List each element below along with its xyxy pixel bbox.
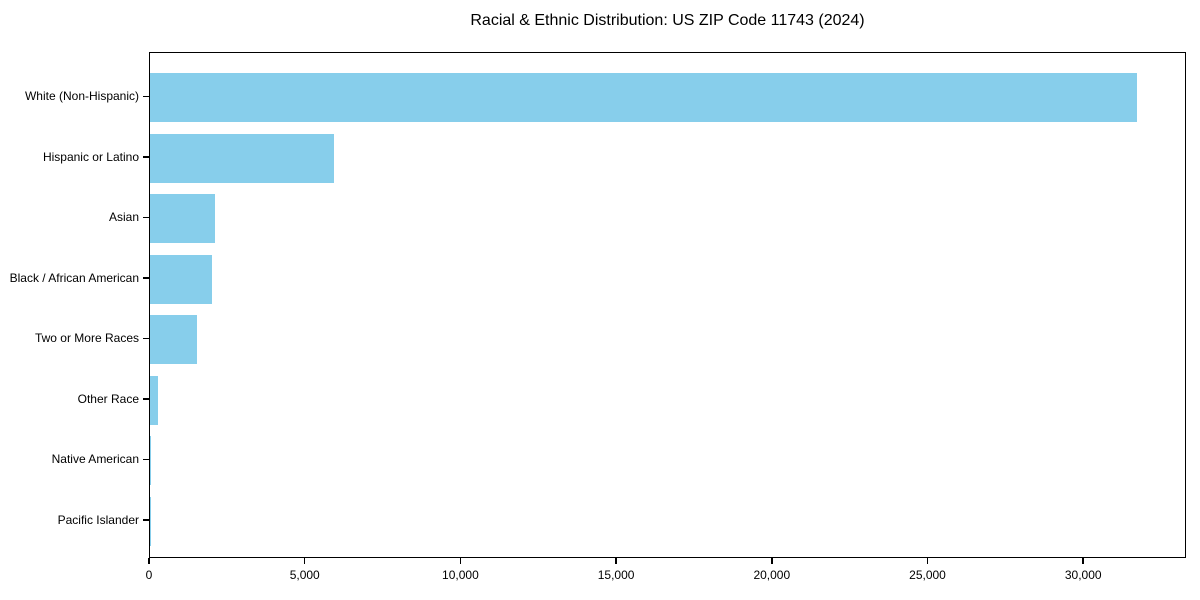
y-label-pacific-islander: Pacific Islander <box>57 512 139 527</box>
y-label-asian: Asian <box>108 210 139 224</box>
x-label-25000: 25,000 <box>909 568 946 582</box>
y-tick-hispanic-or-latino <box>143 156 149 158</box>
x-label-0: 0 <box>145 568 153 582</box>
y-tick-asian <box>143 216 149 219</box>
y-tick-white-non-hispanic <box>143 95 149 98</box>
x-label-5000: 5,000 <box>289 568 320 582</box>
y-label-black-african-american: Black / African American <box>9 270 139 285</box>
x-tick-20000 <box>771 558 773 564</box>
x-label-30000: 30,000 <box>1064 568 1102 582</box>
y-tick-black-african-american <box>143 277 149 279</box>
x-tick-5000 <box>303 558 306 564</box>
x-tick-15000 <box>615 558 617 564</box>
x-label-15000: 15,000 <box>597 568 635 582</box>
x-tick-10000 <box>459 558 462 564</box>
bar-native-american <box>150 436 151 485</box>
y-tick-other-race <box>143 398 149 400</box>
x-tick-30000 <box>1082 558 1084 564</box>
bar-hispanic-or-latino <box>150 133 334 183</box>
y-label-native-american: Native American <box>51 452 139 466</box>
y-label-two-or-more-races: Two or More Races <box>34 331 139 345</box>
bar-two-or-more-races <box>150 315 197 364</box>
bar-other-race <box>150 375 158 425</box>
bar-black-african-american <box>150 254 213 304</box>
y-label-other-race: Other Race <box>77 391 139 406</box>
y-label-hispanic-or-latino: Hispanic or Latino <box>42 149 139 164</box>
x-tick-25000 <box>926 558 929 564</box>
bar-white-non-hispanic <box>150 73 1138 122</box>
x-label-20000: 20,000 <box>753 568 791 582</box>
bar-asian <box>150 194 216 243</box>
plot-area <box>149 52 1186 558</box>
y-label-white-non-hispanic: White (Non-Hispanic) <box>24 89 139 103</box>
chart-title: Racial & Ethnic Distribution: US ZIP Cod… <box>470 12 865 29</box>
y-tick-two-or-more-races <box>143 337 149 340</box>
y-tick-native-american <box>143 458 149 461</box>
x-tick-0 <box>148 558 150 564</box>
y-tick-pacific-islander <box>143 519 149 521</box>
x-label-10000: 10,000 <box>442 568 479 582</box>
